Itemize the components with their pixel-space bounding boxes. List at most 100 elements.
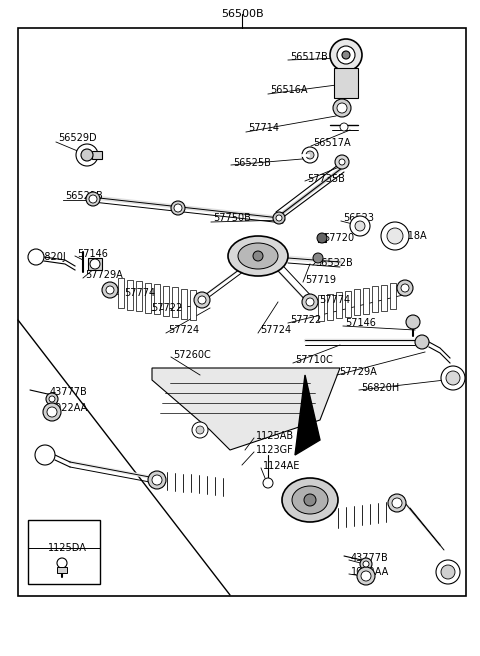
Text: 1124AE: 1124AE: [263, 461, 300, 471]
Text: 57750B: 57750B: [213, 213, 251, 223]
Ellipse shape: [238, 243, 278, 269]
Text: 57729A: 57729A: [339, 367, 377, 377]
Circle shape: [194, 292, 210, 308]
Text: 57718A: 57718A: [389, 231, 427, 241]
Circle shape: [317, 233, 327, 243]
Circle shape: [43, 403, 61, 421]
Circle shape: [342, 51, 350, 59]
Bar: [190, 290, 196, 320]
Text: 57146: 57146: [77, 249, 108, 259]
Circle shape: [28, 249, 44, 265]
Circle shape: [306, 151, 314, 159]
Polygon shape: [295, 375, 320, 455]
Circle shape: [302, 294, 318, 310]
Circle shape: [49, 396, 55, 402]
Circle shape: [441, 366, 465, 390]
Text: 56517A: 56517A: [313, 138, 350, 148]
Text: 57710C: 57710C: [295, 355, 333, 365]
Text: 57724: 57724: [168, 325, 199, 335]
Circle shape: [196, 426, 204, 434]
Text: 57722: 57722: [151, 303, 182, 313]
Text: 56820H: 56820H: [361, 383, 399, 393]
Text: 57722: 57722: [290, 315, 321, 325]
Bar: [118, 278, 124, 308]
Text: 43777B: 43777B: [351, 553, 389, 563]
Ellipse shape: [282, 478, 338, 522]
Circle shape: [363, 561, 369, 567]
Circle shape: [337, 46, 355, 64]
Circle shape: [339, 159, 345, 165]
Text: 1125AB: 1125AB: [256, 431, 294, 441]
Text: 56529D: 56529D: [58, 133, 96, 143]
Text: 57724: 57724: [260, 325, 291, 335]
Circle shape: [397, 280, 413, 296]
Circle shape: [273, 212, 285, 224]
Circle shape: [192, 422, 208, 438]
Circle shape: [313, 253, 323, 263]
Bar: [127, 279, 133, 310]
Circle shape: [401, 284, 409, 292]
Circle shape: [35, 445, 55, 465]
Bar: [88, 258, 102, 270]
Circle shape: [357, 567, 375, 585]
Text: 57260C: 57260C: [173, 350, 211, 360]
Circle shape: [171, 201, 185, 215]
Circle shape: [337, 103, 347, 113]
Circle shape: [198, 296, 206, 304]
Circle shape: [152, 475, 162, 485]
Circle shape: [304, 494, 316, 506]
Text: 1123GF: 1123GF: [256, 445, 294, 455]
Text: 56516A: 56516A: [270, 85, 308, 95]
Circle shape: [330, 39, 362, 71]
Circle shape: [174, 204, 182, 212]
Circle shape: [387, 228, 403, 244]
Bar: [381, 285, 387, 310]
Text: 56551A: 56551A: [241, 253, 278, 263]
Circle shape: [340, 123, 348, 131]
Text: 57729A: 57729A: [85, 270, 123, 280]
Circle shape: [76, 144, 98, 166]
Circle shape: [253, 251, 263, 261]
Text: 57720: 57720: [323, 233, 354, 243]
Text: 56521B: 56521B: [65, 191, 103, 201]
Circle shape: [392, 498, 402, 508]
Bar: [57, 567, 67, 573]
Circle shape: [276, 215, 282, 221]
Circle shape: [106, 286, 114, 294]
Circle shape: [361, 571, 371, 581]
Bar: [372, 286, 378, 312]
Text: 1022AA: 1022AA: [351, 567, 389, 577]
Bar: [318, 234, 326, 242]
Text: 56517B: 56517B: [290, 52, 328, 62]
Circle shape: [355, 221, 365, 231]
Circle shape: [89, 195, 97, 203]
Circle shape: [302, 147, 318, 163]
Bar: [181, 289, 187, 319]
Circle shape: [406, 315, 420, 329]
Bar: [154, 284, 160, 314]
Circle shape: [333, 99, 351, 117]
Text: 57735B: 57735B: [307, 174, 345, 184]
Text: 1022AA: 1022AA: [50, 403, 88, 413]
Text: 1125DA: 1125DA: [48, 543, 87, 553]
Circle shape: [350, 216, 370, 236]
Circle shape: [388, 494, 406, 512]
Bar: [318, 295, 324, 321]
Bar: [336, 292, 342, 318]
Circle shape: [148, 471, 166, 489]
Text: 43777B: 43777B: [50, 387, 88, 397]
Circle shape: [81, 149, 93, 161]
Bar: [363, 287, 369, 314]
Text: 56525B: 56525B: [233, 158, 271, 168]
Ellipse shape: [292, 486, 328, 514]
Circle shape: [415, 335, 429, 349]
Text: 56500B: 56500B: [221, 9, 264, 19]
Bar: [136, 281, 142, 311]
Bar: [28, 520, 100, 584]
Text: 57774: 57774: [319, 295, 350, 305]
Bar: [327, 293, 333, 319]
Circle shape: [381, 222, 409, 250]
Bar: [334, 68, 358, 98]
Circle shape: [306, 298, 314, 306]
Text: 56532B: 56532B: [315, 258, 353, 268]
